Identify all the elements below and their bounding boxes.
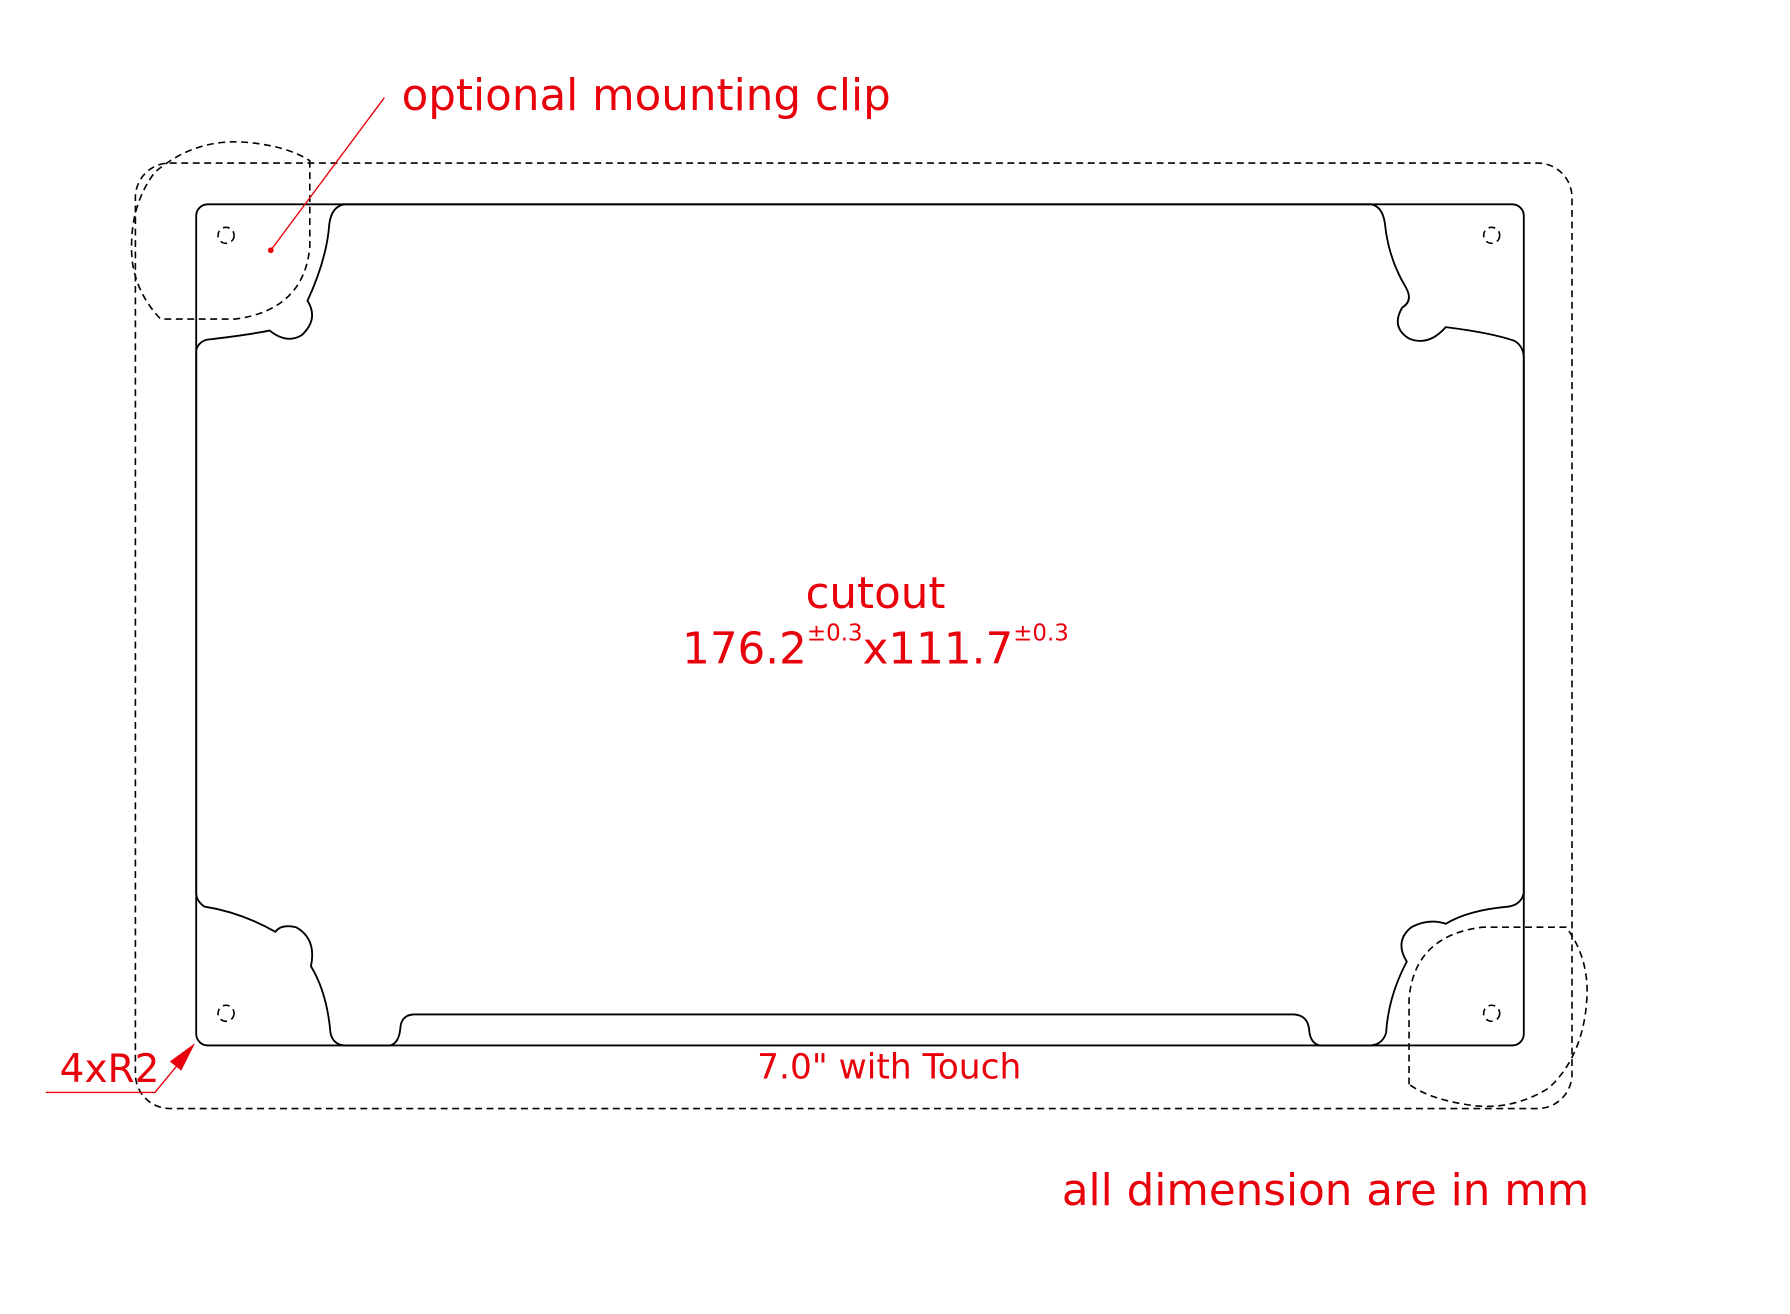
bezel-outline: [134, 162, 1573, 1110]
clip-label: optional mounting clip: [402, 71, 891, 121]
leader-dot: [267, 247, 274, 254]
model-label: 7.0" with Touch: [757, 1048, 1021, 1088]
mounting-hole: [1482, 1004, 1501, 1023]
leader-line: [270, 97, 385, 251]
mounting-clip: [130, 141, 311, 320]
mounting-hole: [1482, 226, 1501, 245]
cutout-size: 176.2±0.3x111.7±0.3: [682, 620, 1069, 674]
width: 176.2: [682, 624, 807, 674]
cutout-label: cutout: [805, 569, 945, 619]
mounting-hole: [217, 1004, 235, 1023]
mounting-clip: [1408, 926, 1588, 1108]
radius-label: 4xR2: [60, 1047, 160, 1092]
units-note: all dimension are in mm: [1062, 1166, 1589, 1216]
cutout-profile: [195, 203, 1525, 1047]
tolerance: ±0.3: [807, 620, 863, 646]
tolerance: ±0.3: [1013, 620, 1069, 646]
mounting-hole: [217, 226, 235, 245]
arrowhead: [169, 1043, 196, 1071]
height: x111.7: [863, 624, 1014, 674]
